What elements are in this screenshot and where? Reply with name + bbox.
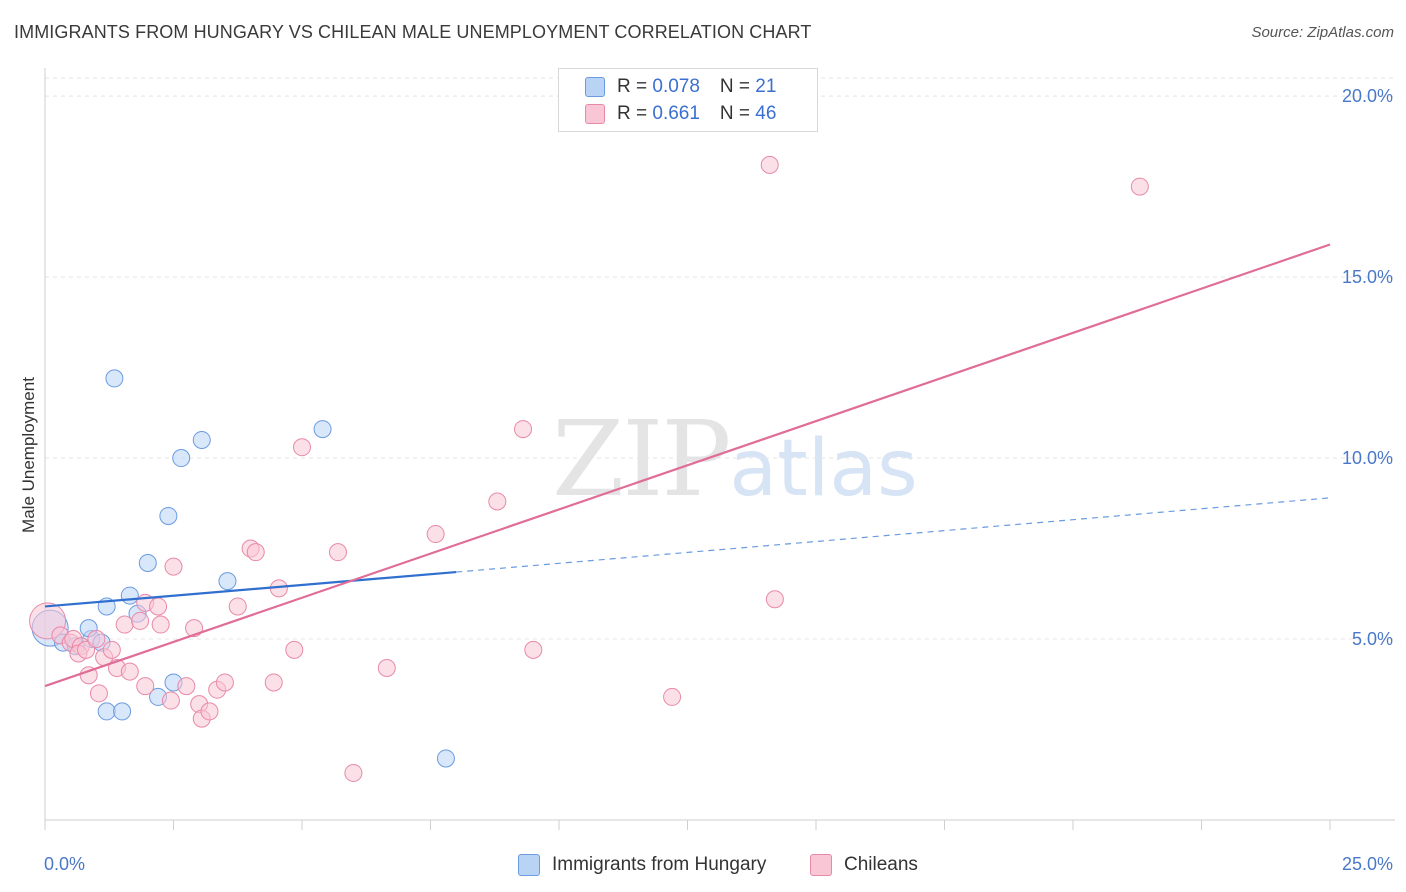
y-tick-label: 10.0% bbox=[1342, 448, 1393, 468]
legend-n-label: N = bbox=[719, 76, 756, 97]
chileans-point bbox=[760, 155, 779, 174]
hungary-point bbox=[172, 449, 191, 468]
bottom-legend-hungary[interactable]: Immigrants from Hungary bbox=[518, 852, 766, 878]
chileans-point bbox=[524, 640, 543, 659]
legend-r-value: 0.078 bbox=[652, 76, 700, 97]
chileans-point bbox=[328, 543, 347, 562]
hungary-point bbox=[120, 586, 139, 605]
bottom-legend-swatch-chileans bbox=[810, 854, 832, 876]
legend-swatch-chileans bbox=[585, 104, 605, 124]
hungary-point bbox=[218, 572, 237, 591]
y-tick-label: 5.0% bbox=[1352, 629, 1393, 649]
hungary-point bbox=[159, 506, 178, 525]
source-credit: Source: ZipAtlas.com bbox=[1251, 24, 1394, 41]
bottom-legend-label-hungary: Immigrants from Hungary bbox=[552, 854, 767, 875]
hungary-trend-extension bbox=[456, 497, 1331, 573]
chileans-point bbox=[131, 611, 150, 630]
hungary-trend-line bbox=[44, 570, 457, 608]
chileans-point bbox=[177, 677, 196, 696]
watermark-zip: ZIP bbox=[552, 398, 731, 520]
chileans-point bbox=[87, 630, 106, 649]
chart-title: IMMIGRANTS FROM HUNGARY VS CHILEAN MALE … bbox=[14, 22, 812, 42]
y-tick-label: 20.0% bbox=[1342, 86, 1393, 106]
legend-n-value: 21 bbox=[755, 76, 777, 97]
hungary-point bbox=[313, 420, 332, 439]
chileans-point bbox=[164, 557, 183, 576]
chileans-point bbox=[215, 673, 234, 692]
chileans-point bbox=[285, 640, 304, 659]
chileans-point bbox=[514, 420, 533, 439]
hungary-point bbox=[436, 749, 455, 768]
correlation-legend: R = 0.078 N = 21 R = 0.661 N = 46 bbox=[558, 68, 818, 132]
chileans-point bbox=[293, 438, 311, 457]
chileans-point bbox=[488, 492, 507, 511]
chileans-point bbox=[115, 615, 134, 634]
legend-row-hungary: R = 0.078 N = 21 bbox=[585, 75, 776, 99]
chileans-point bbox=[426, 525, 445, 544]
chileans-point bbox=[344, 763, 363, 782]
y-axis-label: Male Unemployment bbox=[19, 377, 38, 533]
legend-swatch-hungary bbox=[585, 77, 605, 97]
chileans-point bbox=[200, 702, 219, 721]
chileans-point bbox=[663, 687, 682, 706]
x-tick-label: 0.0% bbox=[44, 854, 85, 874]
hungary-point bbox=[97, 702, 116, 721]
chileans-point bbox=[161, 691, 180, 710]
hungary-point bbox=[138, 554, 157, 573]
chileans-point bbox=[151, 615, 170, 634]
chileans-point bbox=[149, 597, 168, 616]
chileans-point bbox=[136, 677, 155, 696]
chileans-point bbox=[79, 666, 98, 685]
chileans-trend-line bbox=[44, 243, 1331, 688]
bottom-legend-chileans[interactable]: Chileans bbox=[810, 852, 918, 878]
hungary-point bbox=[105, 369, 124, 388]
chileans-point bbox=[102, 640, 121, 659]
hungary-point bbox=[113, 702, 132, 721]
chileans-point bbox=[120, 662, 139, 681]
chileans-point bbox=[89, 684, 108, 703]
x-tick-label: 25.0% bbox=[1342, 854, 1393, 874]
chileans-point bbox=[228, 597, 247, 616]
chileans-point bbox=[1130, 177, 1149, 196]
legend-r-value: 0.661 bbox=[652, 103, 700, 124]
chileans-point bbox=[264, 673, 283, 692]
legend-r-label: R = bbox=[617, 76, 653, 97]
chileans-point bbox=[377, 658, 396, 677]
legend-n-value: 46 bbox=[755, 103, 777, 124]
chileans-point bbox=[765, 590, 784, 609]
legend-n-label: N = bbox=[719, 103, 756, 124]
legend-r-label: R = bbox=[617, 103, 653, 124]
legend-row-chileans: R = 0.661 N = 46 bbox=[585, 102, 776, 126]
bottom-legend-swatch-hungary bbox=[518, 854, 540, 876]
chileans-point bbox=[246, 543, 265, 562]
y-tick-label: 15.0% bbox=[1342, 267, 1393, 287]
hungary-point bbox=[192, 430, 211, 449]
bottom-legend-label-chileans: Chileans bbox=[844, 854, 918, 875]
